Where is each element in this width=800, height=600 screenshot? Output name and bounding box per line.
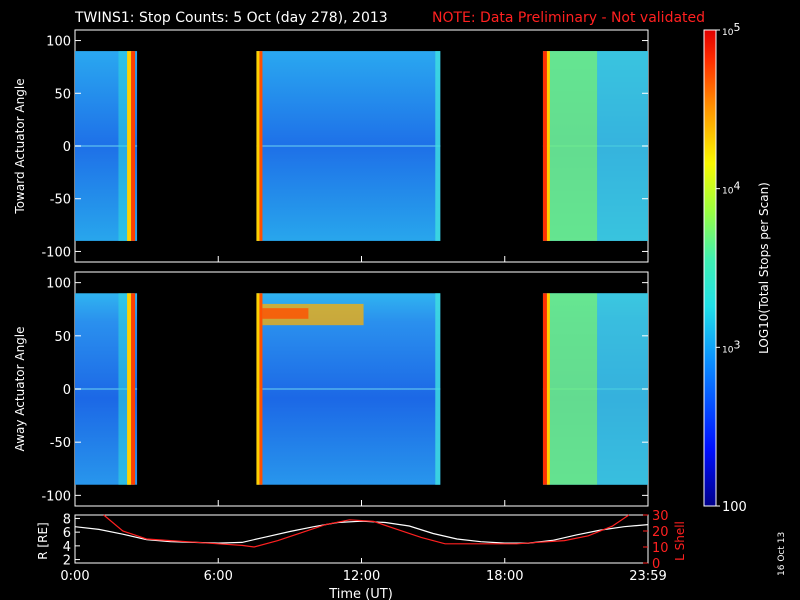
colorbar: 105 104 103 100 LOG10(Total Stops per Scan) bbox=[703, 21, 771, 515]
edge-band-yellow bbox=[127, 293, 132, 485]
left-tick-label: 2 bbox=[63, 554, 71, 569]
edge-band-yellow bbox=[127, 51, 132, 241]
edge-band-red bbox=[542, 293, 547, 485]
y-tick-label: 0 bbox=[63, 383, 71, 398]
right-tick-label: 0 bbox=[652, 557, 660, 572]
data-segment bbox=[75, 293, 138, 485]
hot-core bbox=[262, 308, 309, 319]
green-band bbox=[549, 293, 598, 485]
lshell-axis-label: L Shell bbox=[673, 521, 687, 561]
left-tick-label: 6 bbox=[63, 526, 71, 541]
x-tick-label: 18:00 bbox=[486, 569, 523, 584]
right-tick-label: 10 bbox=[652, 541, 669, 556]
edge-band-yellow bbox=[256, 293, 260, 485]
toward-y-ticks: 100 50 0 -50 -100 bbox=[41, 35, 649, 262]
data-segment bbox=[75, 51, 138, 241]
lshell-line bbox=[103, 514, 630, 548]
colorbar-label: LOG10(Total Stops per Scan) bbox=[757, 182, 771, 354]
green-band bbox=[549, 51, 598, 241]
colorbar-tick-label: 105 bbox=[722, 21, 740, 38]
edge-band-cyan bbox=[435, 293, 441, 485]
edge-band-red bbox=[259, 51, 263, 241]
edge-band-red bbox=[131, 51, 136, 241]
data-segment bbox=[256, 51, 441, 241]
colorbar-tick-label: 104 bbox=[722, 180, 740, 197]
away-panel: 100 50 0 -50 -100 Away Actuator Angle bbox=[13, 271, 649, 507]
cyan-band bbox=[597, 293, 648, 485]
y-tick-label: 50 bbox=[54, 87, 71, 102]
toward-y-label: Toward Actuator Angle bbox=[13, 78, 27, 214]
away-y-ticks: 100 50 0 -50 -100 bbox=[41, 277, 649, 506]
plot-date: 16 Oct 13 bbox=[777, 532, 787, 576]
right-tick-label: 20 bbox=[652, 525, 669, 540]
colorbar-ticks: 105 104 103 100 bbox=[716, 21, 747, 515]
y-tick-label: 100 bbox=[46, 277, 71, 292]
orbit-plot-frame bbox=[74, 514, 649, 564]
x-tick-label: 23:59 bbox=[629, 569, 666, 584]
edge-band-yellow bbox=[546, 293, 550, 485]
data-segment bbox=[256, 293, 441, 485]
left-tick-label: 4 bbox=[63, 540, 71, 555]
away-data-segments bbox=[75, 293, 648, 485]
x-tick-label: 0:00 bbox=[60, 569, 89, 584]
y-tick-label: -50 bbox=[50, 193, 71, 208]
toward-data-segments bbox=[75, 51, 648, 241]
edge-band-yellow bbox=[546, 51, 550, 241]
y-tick-label: -100 bbox=[41, 489, 71, 504]
orbit-lines bbox=[74, 514, 649, 548]
left-tick-label: 8 bbox=[63, 512, 71, 527]
x-axis-label: Time (UT) bbox=[328, 587, 393, 600]
colorbar-tick-label: 103 bbox=[722, 338, 740, 355]
edge-band-red bbox=[542, 51, 547, 241]
y-tick-label: 50 bbox=[54, 330, 71, 345]
away-y-label: Away Actuator Angle bbox=[13, 326, 27, 451]
data-segment bbox=[542, 51, 648, 241]
data-segment bbox=[542, 293, 648, 485]
y-tick-label: 0 bbox=[63, 140, 71, 155]
right-tick-label: 30 bbox=[652, 509, 669, 524]
colorbar-tick-label: 100 bbox=[722, 500, 747, 515]
x-tick-label: 12:00 bbox=[343, 569, 380, 584]
x-tick-label: 6:00 bbox=[204, 569, 233, 584]
edge-band-red bbox=[259, 293, 263, 485]
cyan-band bbox=[597, 51, 648, 241]
y-tick-label: -100 bbox=[41, 245, 71, 260]
preliminary-note: NOTE: Data Preliminary - Not validated bbox=[432, 10, 705, 26]
chart-title: TWINS1: Stop Counts: 5 Oct (day 278), 20… bbox=[74, 10, 388, 26]
radius-axis-label: R [RE] bbox=[36, 522, 50, 559]
y-tick-label: 100 bbox=[46, 35, 71, 50]
y-tick-label: -50 bbox=[50, 436, 71, 451]
toward-panel: 100 50 0 -50 -100 Toward Actuator Angle bbox=[13, 29, 649, 263]
colorbar-gradient bbox=[703, 29, 717, 507]
edge-band-yellow bbox=[256, 51, 260, 241]
edge-band-cyan bbox=[435, 51, 441, 241]
edge-band-red bbox=[131, 293, 136, 485]
